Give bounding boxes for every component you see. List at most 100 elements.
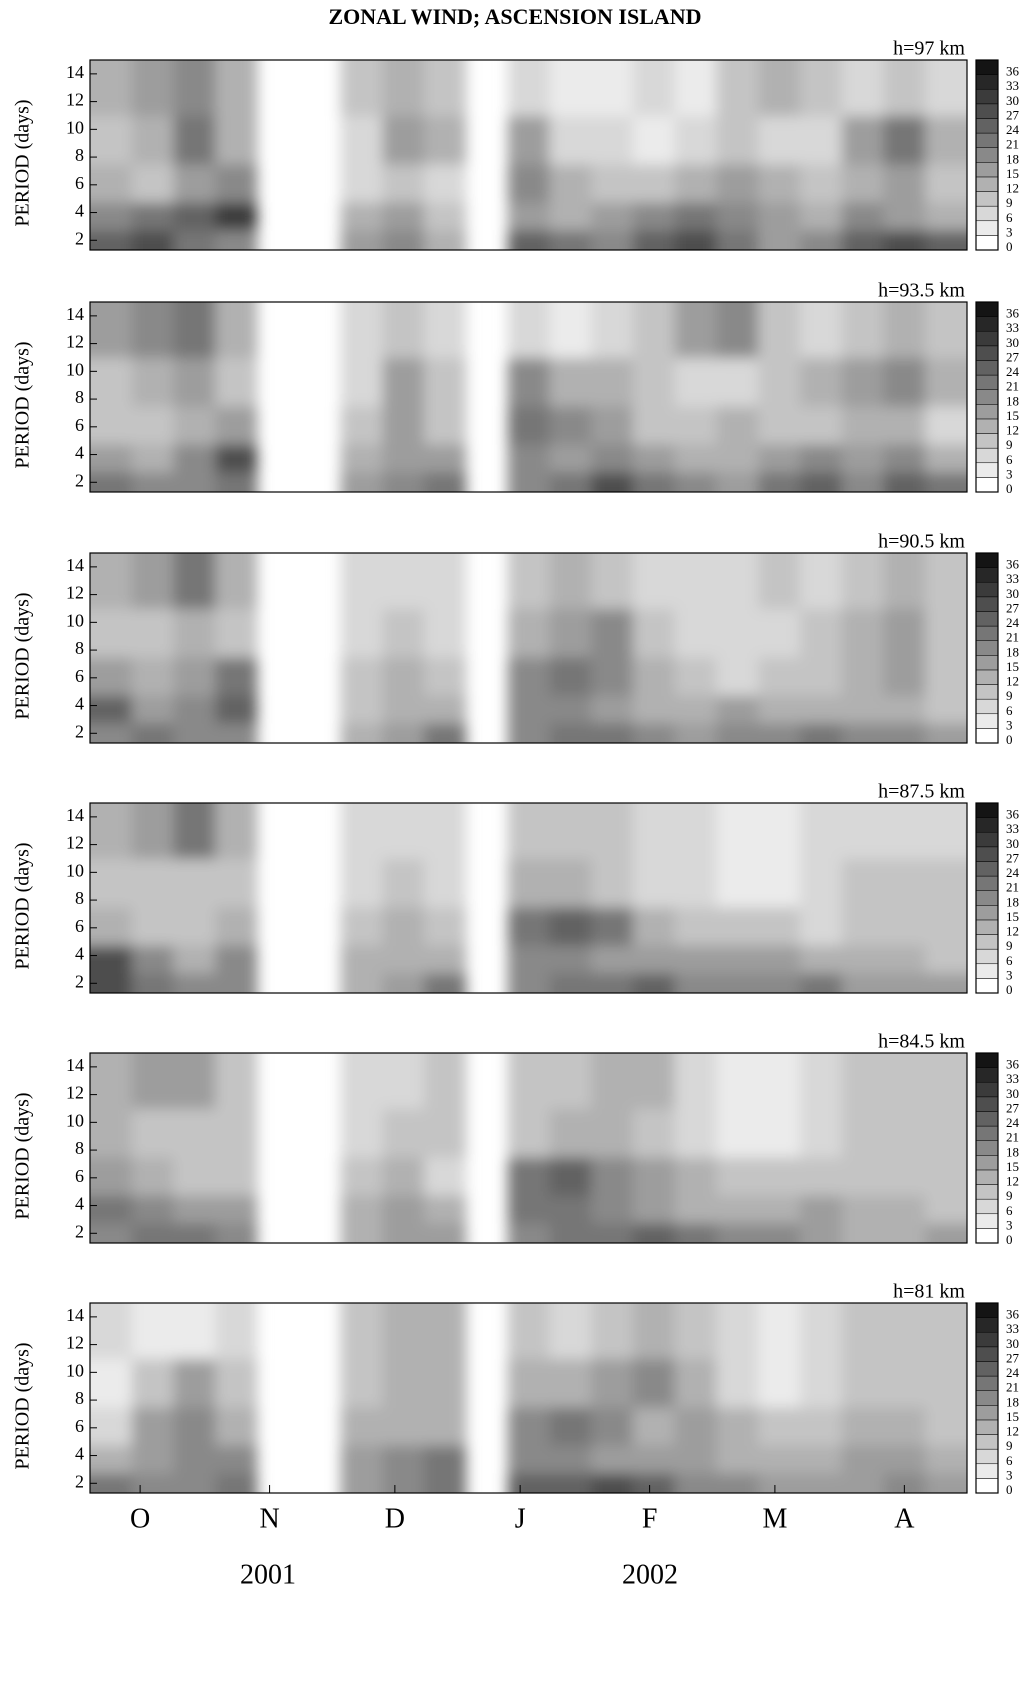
x-tick-label: O	[130, 1503, 150, 1534]
cell	[632, 722, 676, 743]
cell	[883, 302, 926, 358]
cell	[215, 1053, 258, 1109]
cell	[674, 202, 717, 231]
cell	[925, 1053, 967, 1109]
cell	[758, 202, 801, 231]
cell	[131, 115, 175, 165]
cell	[799, 858, 843, 908]
cell	[215, 657, 258, 696]
cell	[674, 1195, 717, 1224]
cell	[674, 1157, 717, 1196]
colorbar-band	[975, 316, 999, 332]
cell	[215, 302, 258, 358]
cell	[799, 972, 843, 993]
cell	[549, 722, 592, 743]
colorbar-tick-label: 33	[1006, 78, 1019, 93]
cell	[674, 608, 717, 658]
cell	[716, 1303, 759, 1359]
cell	[716, 1157, 759, 1196]
year-label: 2002	[622, 1559, 678, 1590]
colorbar-tick-label: 36	[1006, 1307, 1020, 1322]
cell	[90, 1303, 133, 1359]
year-label: 2001	[240, 1559, 296, 1590]
cell	[90, 1195, 133, 1224]
colorbar-tick-label: 24	[1006, 1365, 1020, 1380]
colorbar-frame	[975, 301, 999, 493]
cell	[131, 60, 175, 116]
colorbar-band	[975, 1331, 999, 1348]
colorbar-tick-label: 27	[1006, 1350, 1020, 1365]
cell	[841, 1358, 884, 1408]
cell	[90, 657, 133, 696]
cell	[591, 553, 634, 609]
colorbar-tick-label: 15	[1006, 166, 1019, 181]
colorbar-band	[975, 1434, 999, 1450]
cell	[758, 907, 801, 946]
cell	[716, 115, 759, 165]
plot-area	[90, 553, 967, 743]
colorbar-band	[975, 1317, 999, 1333]
cell	[591, 302, 634, 358]
cell	[424, 115, 467, 165]
colorbar-tick-label: 6	[1006, 703, 1013, 718]
colorbar-tick-label: 6	[1006, 1203, 1013, 1218]
cell	[632, 858, 676, 908]
cell	[799, 1108, 843, 1158]
cell	[925, 803, 967, 859]
cell	[507, 1195, 550, 1224]
cell	[716, 406, 759, 445]
colorbar-band	[975, 59, 999, 75]
cell	[382, 357, 425, 407]
cell	[173, 608, 216, 658]
colorbar-band	[975, 1448, 999, 1465]
cell	[632, 1358, 676, 1408]
colorbar-band	[975, 552, 999, 568]
colorbar-tick-label: 18	[1006, 1394, 1019, 1409]
cell	[131, 608, 175, 658]
colorbar-tick-label: 24	[1006, 122, 1020, 137]
cell	[90, 907, 133, 946]
y-tick-label: 8	[75, 638, 84, 658]
colorbar-band	[975, 948, 999, 965]
x-tick-label: A	[894, 1503, 915, 1534]
cell	[382, 972, 425, 993]
colorbar-tick-label: 30	[1006, 836, 1019, 851]
cell	[90, 1053, 133, 1109]
cell	[841, 803, 884, 859]
y-tick-label: 4	[75, 1444, 84, 1464]
cell	[215, 907, 258, 946]
cell	[424, 1303, 467, 1359]
cell	[883, 695, 926, 724]
colorbar-band	[975, 235, 999, 251]
cell	[424, 972, 467, 993]
colorbar-band	[975, 1213, 999, 1229]
colorbar-band	[975, 669, 999, 685]
colorbar-band	[975, 611, 999, 627]
y-tick-label: 14	[66, 555, 84, 575]
cell	[883, 115, 926, 165]
y-axis-label: PERIOD (days)	[12, 1342, 34, 1469]
colorbar-tick-label: 9	[1006, 1438, 1013, 1453]
cell	[799, 229, 843, 250]
plot-area	[90, 302, 967, 492]
y-tick-label: 12	[66, 1333, 84, 1353]
cell	[507, 444, 550, 473]
cell	[90, 608, 133, 658]
cell	[90, 357, 133, 407]
cell	[591, 1195, 634, 1224]
cell	[173, 1157, 216, 1196]
cell	[883, 1303, 926, 1359]
cell	[799, 471, 843, 492]
plot-frame	[89, 59, 968, 251]
cell	[925, 722, 967, 743]
cell	[716, 608, 759, 658]
cell	[716, 357, 759, 407]
cell	[632, 406, 676, 445]
cell	[674, 1222, 717, 1243]
cell	[716, 695, 759, 724]
cell	[424, 229, 467, 250]
cell	[424, 406, 467, 445]
cell	[883, 1108, 926, 1158]
cell	[382, 60, 425, 116]
cell	[173, 1358, 216, 1408]
